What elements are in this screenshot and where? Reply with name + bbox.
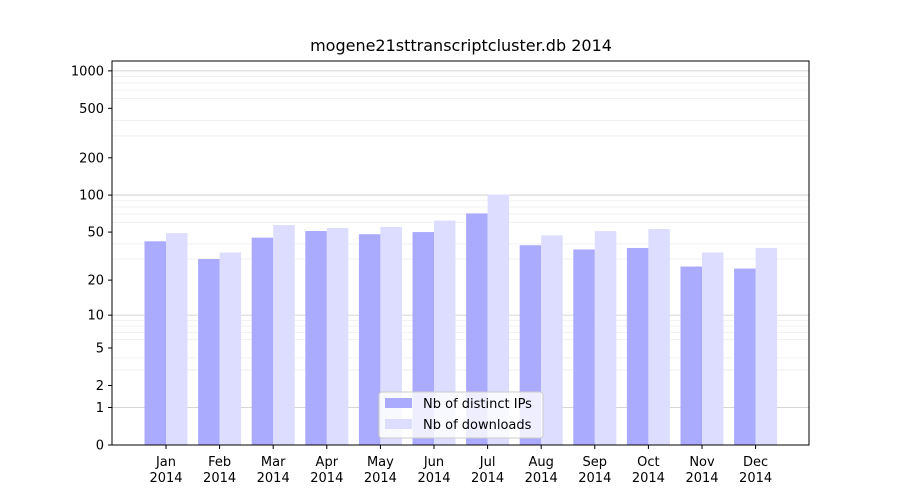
- x-tick-label-year: 2014: [310, 471, 343, 486]
- y-axis: 0 1 2 5 10 20 50 100 200 500 1000: [71, 64, 112, 454]
- y-tick-label: 1: [96, 401, 104, 416]
- legend-box: [378, 391, 544, 439]
- x-tick-label-year: 2014: [203, 471, 236, 486]
- bar-distinct-ips: [251, 237, 274, 445]
- chart-title: mogene21sttranscriptcluster.db 2014: [310, 36, 612, 55]
- y-tick-label: 20: [87, 274, 104, 289]
- bar-distinct-ips: [358, 234, 381, 445]
- x-tick-label-year: 2014: [149, 471, 182, 486]
- x-tick-label-month: Sep: [583, 455, 608, 470]
- x-tick-label-month: Apr: [316, 455, 339, 470]
- x-tick-label-month: May: [367, 455, 394, 470]
- bar-downloads: [594, 231, 617, 445]
- x-tick-label-month: Mar: [261, 455, 286, 470]
- legend: Nb of distinct IPs Nb of downloads: [378, 391, 544, 439]
- bar-downloads: [380, 227, 402, 445]
- bar-downloads: [219, 252, 242, 445]
- y-tick-label: 1000: [71, 64, 104, 79]
- y-tick-label: 0: [96, 439, 104, 454]
- x-tick-label-month: Dec: [743, 455, 768, 470]
- bar-distinct-ips: [305, 231, 327, 445]
- y-tick-label: 200: [79, 151, 104, 166]
- x-tick-label-month: Aug: [529, 455, 554, 470]
- bar-downloads: [648, 228, 670, 445]
- bar-downloads: [755, 248, 778, 445]
- bar-distinct-ips: [144, 241, 166, 445]
- y-tick-label: 100: [79, 189, 104, 204]
- legend-swatch-distinct-ips: [385, 398, 412, 408]
- x-tick-label-year: 2014: [257, 471, 290, 486]
- x-tick-label-month: Jan: [155, 455, 176, 470]
- bar-downloads: [434, 220, 456, 445]
- y-tick-label: 10: [87, 309, 104, 324]
- y-tick-label: 500: [79, 102, 104, 117]
- legend-label-downloads: Nb of downloads: [423, 418, 532, 433]
- bar-downloads: [326, 227, 349, 445]
- x-tick-label-year: 2014: [364, 471, 397, 486]
- x-tick-label-year: 2014: [578, 471, 611, 486]
- x-tick-label-month: Feb: [208, 455, 231, 470]
- x-tick-label-year: 2014: [417, 471, 450, 486]
- legend-label-distinct-ips: Nb of distinct IPs: [423, 397, 532, 412]
- y-tick-label: 5: [96, 341, 104, 356]
- y-tick-label: 50: [87, 226, 104, 241]
- bar-downloads: [273, 225, 295, 445]
- bar-downloads: [166, 233, 188, 445]
- bar-distinct-ips: [466, 213, 488, 445]
- x-tick-label-year: 2014: [739, 471, 772, 486]
- bar-distinct-ips: [680, 266, 702, 445]
- bar-downloads: [702, 252, 724, 445]
- x-tick-label-month: Nov: [689, 455, 715, 470]
- x-tick-label-month: Jul: [479, 455, 496, 470]
- x-tick-label-year: 2014: [525, 471, 558, 486]
- plot-frame: [111, 60, 810, 446]
- x-axis: Jan2014Feb2014Mar2014Apr2014May2014Jun20…: [149, 445, 772, 486]
- bar-downloads: [487, 194, 510, 445]
- x-tick-label-year: 2014: [632, 471, 665, 486]
- bar-distinct-ips: [626, 248, 649, 445]
- x-tick-label-year: 2014: [471, 471, 504, 486]
- bar-downloads: [541, 235, 563, 445]
- y-tick-label: 2: [96, 379, 104, 394]
- x-tick-label-month: Jun: [423, 455, 444, 470]
- x-tick-label-month: Oct: [637, 455, 659, 470]
- legend-swatch-downloads: [385, 419, 412, 429]
- bar-distinct-ips: [198, 259, 220, 445]
- bar-distinct-ips: [573, 249, 595, 445]
- x-tick-label-year: 2014: [685, 471, 718, 486]
- bar-distinct-ips: [734, 268, 756, 445]
